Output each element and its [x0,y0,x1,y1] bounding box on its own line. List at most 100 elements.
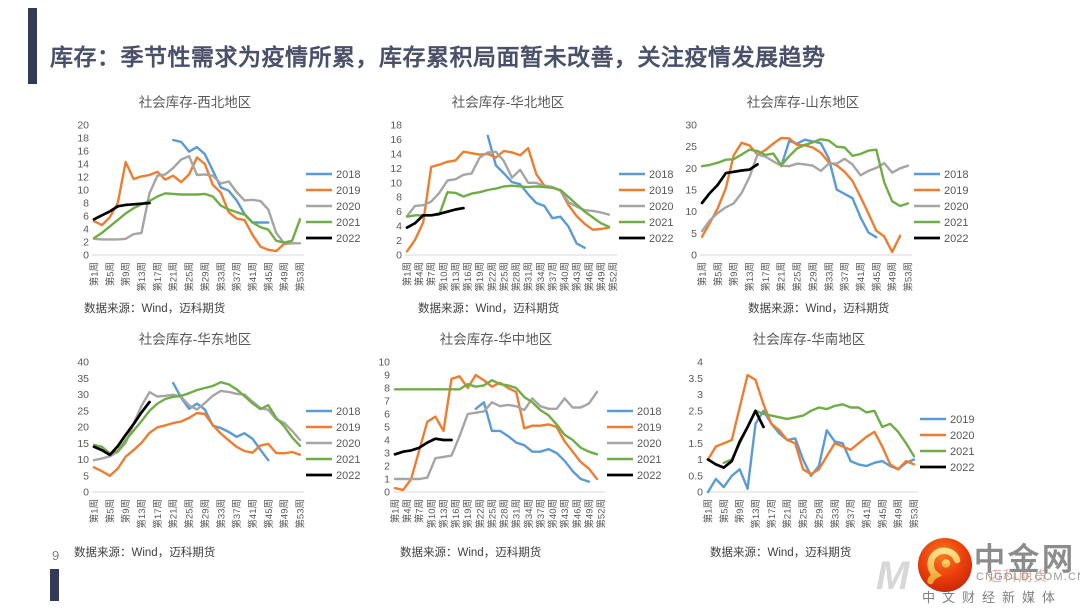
x-tick-label: 第45周 [877,499,889,529]
x-tick-label: 第5周 [104,262,116,286]
x-tick-label: 第41周 [855,262,867,292]
y-tick-label: 14 [390,148,402,160]
y-tick-label: 4 [697,357,703,369]
x-tick-label: 第13周 [750,499,762,529]
y-tick-label: 0 [384,487,390,499]
x-tick-label: 第21周 [168,262,180,292]
y-tick-label: 15 [77,438,89,450]
y-tick-label: 6 [83,211,89,223]
y-tick-label: 7 [384,396,390,408]
legend-label-2019: 2019 [950,414,974,426]
x-tick-label: 第25周 [184,499,196,529]
y-tick-label: 25 [685,141,697,153]
x-tick-label: 第41周 [247,262,259,292]
x-tick-label: 第40周 [559,262,571,292]
series-line-2020 [92,389,302,462]
data-source-note: 数据来源：Wind，迈科期货 [74,547,216,559]
y-tick-label: 10 [77,185,89,197]
chart-title: 社会库存-华南地区 [752,332,866,347]
x-tick-label: 第34周 [535,262,547,292]
x-tick-label: 第49周 [893,499,905,529]
x-tick-label: 第37周 [839,262,851,292]
chart-title: 社会库存-华北地区 [451,95,565,110]
x-tick-label: 第28周 [499,499,511,529]
y-tick-label: 20 [77,422,89,434]
data-source-note: 数据来源：Wind，迈科期货 [748,303,890,315]
x-tick-label: 第49周 [887,262,899,292]
legend-label-2020: 2020 [649,201,673,213]
series-line-2020 [706,373,916,476]
y-tick-label: 5 [691,228,697,240]
x-tick-label: 第45周 [871,262,883,292]
title-accent-bar [28,8,37,84]
data-source-note: 数据来源：Wind，迈科期货 [400,547,542,559]
footer-accent-bar [50,569,59,601]
y-tick-label: 40 [77,357,89,369]
series-line-2022 [706,409,765,469]
series-line-2018 [172,381,270,462]
x-tick-label: 第53周 [903,262,915,292]
y-tick-label: 5 [83,470,89,482]
y-tick-label: 35 [77,373,89,385]
x-tick-label: 第7周 [426,262,438,286]
chart-east-china: 0 5 10 15 20 25 30 35 40 第1周 第5周 第9周 第13周 第17周 第21周 第25… [60,325,380,562]
y-tick-label: 30 [685,120,697,132]
x-tick-label: 第17周 [760,262,772,292]
series-line-2019 [706,409,916,494]
series-line-2019 [405,146,611,253]
y-tick-label: 8 [384,383,390,395]
y-tick-label: 0 [83,250,89,262]
x-tick-label: 第43周 [571,262,583,292]
y-tick-label: 1.5 [688,438,703,450]
series-line-2020 [92,155,302,245]
series-line-2022 [92,201,151,221]
y-tick-label: 5 [384,422,390,434]
legend-label-2020: 2020 [336,438,360,450]
cngold-logo-icon [918,538,972,592]
legend-label-2019: 2019 [637,422,661,434]
x-tick-label: 第46周 [571,499,583,529]
series-line-2019 [393,373,599,492]
x-tick-label: 第37周 [231,499,243,529]
y-tick-label: 3 [384,448,390,460]
y-tick-label: 3.5 [688,373,703,385]
y-tick-label: 6 [384,409,390,421]
x-tick-label: 第28周 [511,262,523,292]
x-tick-label: 第10周 [426,499,438,529]
x-tick-label: 第41周 [247,499,259,529]
legend-label-2021: 2021 [944,217,968,229]
page-number: 9 [52,548,60,563]
series-line-2018 [474,401,591,483]
x-tick-label: 第5周 [712,262,724,286]
cngold-logo: Me 迈科期货 中金网 CNGOLD.COM.CN 中文财经新媒体 [870,532,1080,608]
y-tick-label: 0 [396,250,402,262]
x-tick-label: 第21周 [168,499,180,529]
y-tick-label: 2.5 [688,405,703,417]
y-tick-label: 8 [396,192,402,204]
x-tick-label: 第49周 [279,262,291,292]
x-tick-label: 第16周 [462,262,474,292]
x-tick-label: 第25周 [184,262,196,292]
data-source-note: 数据来源：Wind，迈科期货 [710,547,852,559]
logo-domain: CNGOLD.COM.CN [976,571,1080,583]
x-tick-label: 第31周 [511,499,523,529]
x-tick-label: 第9周 [120,262,132,286]
series-line-2020 [393,390,599,481]
x-tick-label: 第45周 [263,499,275,529]
x-tick-label: 第1周 [89,262,101,286]
y-tick-label: 4 [396,221,402,233]
chart-title: 社会库存-华中地区 [439,332,553,347]
logo-tagline: 中文财经新媒体 [922,590,1063,605]
y-tick-label: 2 [396,235,402,247]
y-tick-label: 2 [697,422,703,434]
y-tick-label: 2 [83,237,89,249]
x-tick-label: 第41周 [861,499,873,529]
legend-label-2022: 2022 [944,233,968,245]
legend-label-2022: 2022 [336,470,360,482]
chart-central-china: 0 1 2 3 4 5 6 7 8 9 10 第1周 第4周 第7周 第10周 第13周 第16周 第19周 第22… [361,325,681,562]
x-tick-label: 第5周 [718,499,730,523]
x-tick-label: 第19周 [462,499,474,529]
y-tick-label: 12 [77,172,89,184]
